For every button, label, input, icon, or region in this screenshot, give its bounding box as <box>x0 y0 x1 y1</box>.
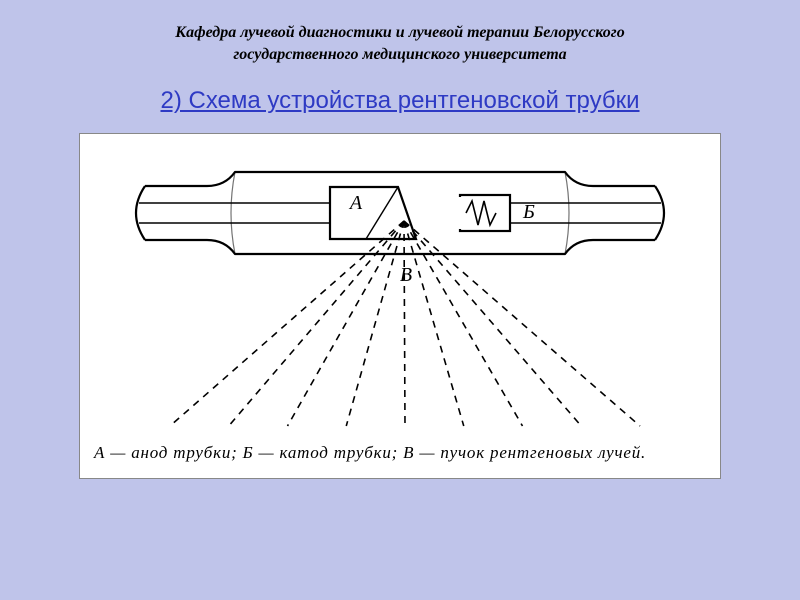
svg-text:А: А <box>348 192 363 214</box>
header-line-1: Кафедра лучевой диагностики и лучевой те… <box>175 24 624 41</box>
dept-header: Кафедра лучевой диагностики и лучевой те… <box>0 0 800 65</box>
svg-text:В: В <box>400 264 412 286</box>
slide-title: 2) Схема устройства рентгеновской трубки <box>0 87 800 115</box>
xray-tube-figure: А Б В А — анод трубки; Б — катод трубки; В… <box>79 133 721 479</box>
xray-tube-svg: А Б В <box>80 134 720 434</box>
svg-text:Б: Б <box>522 201 535 223</box>
slide: Кафедра лучевой диагностики и лучевой те… <box>0 0 800 600</box>
figure-caption: А — анод трубки; Б — катод трубки; В — п… <box>80 434 720 478</box>
header-line-2: государственного медицинского университе… <box>233 46 566 63</box>
